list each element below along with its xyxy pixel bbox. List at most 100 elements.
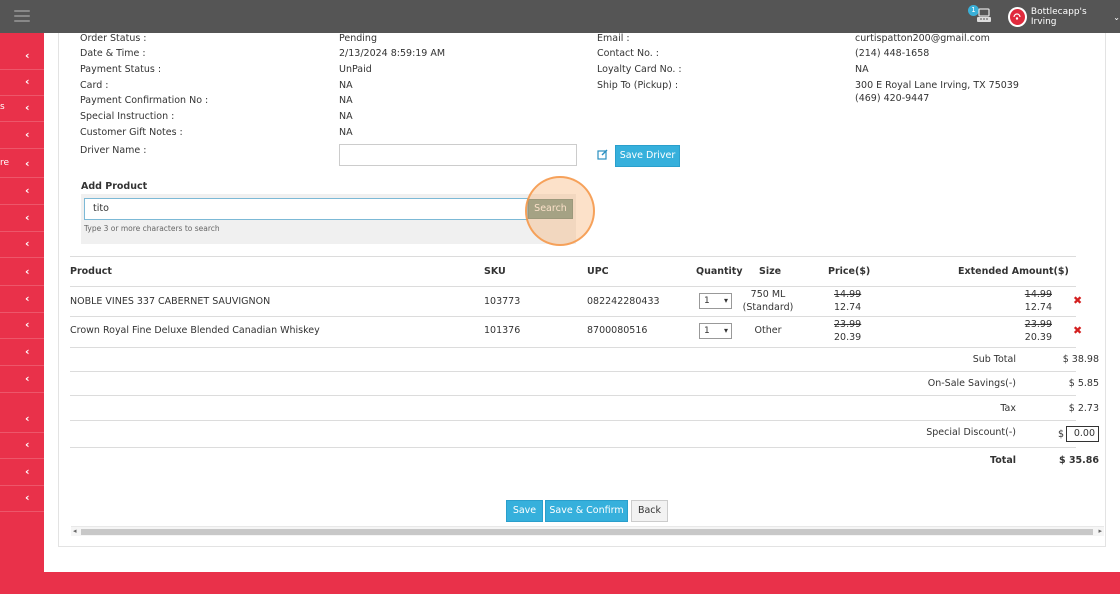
payment-confirmation-label: Payment Confirmation No : [80,95,209,106]
summary-divider [70,371,1076,372]
row1-upc: 082242280433 [587,296,660,307]
row2-upc: 8700080516 [587,325,648,336]
chevron-left-icon: ‹ [25,318,30,331]
chevron-left-icon: ‹ [25,438,30,451]
date-time-label: Date & Time : [80,48,146,59]
edit-icon[interactable] [597,149,608,160]
card-value: NA [339,80,353,91]
product-search-input[interactable]: tito [84,198,528,220]
col-sku: SKU [484,266,506,277]
back-button[interactable]: Back [631,500,668,522]
col-upc: UPC [587,266,609,277]
row1-quantity-select[interactable]: 1 ▾ [699,293,732,309]
summary-divider [70,420,1076,421]
sidebar-item[interactable]: ‹ [0,340,44,366]
sidebar-item[interactable]: ‹ [0,70,44,96]
sidebar-item[interactable]: ‹ [0,44,44,70]
chevron-left-icon: ‹ [25,372,30,385]
menu-icon[interactable] [14,10,30,22]
save-driver-button[interactable]: Save Driver [615,145,680,167]
sidebar-item[interactable]: ‹ [0,486,44,512]
pos-terminal-icon [977,8,991,22]
sidebar-item[interactable]: ‹ [0,313,44,339]
ship-to-address: 300 E Royal Lane Irving, TX 75039 [855,80,1019,91]
sidebar-item[interactable]: re ‹ [0,152,44,178]
chevron-left-icon: ‹ [25,49,30,62]
row1-product: NOBLE VINES 337 CABERNET SAUVIGNON [70,296,271,307]
sidebar-item[interactable]: s ‹ [0,96,44,122]
order-panel [58,33,1106,547]
col-size: Size [759,266,782,277]
col-product: Product [70,266,112,277]
scrollbar-thumb[interactable] [81,529,1093,535]
payment-status-label: Payment Status : [80,64,162,75]
email-value: curtispatton200@gmail.com [855,33,990,44]
card-label: Card : [80,80,109,91]
scroll-left-icon[interactable]: ◂ [73,527,77,535]
chevron-left-icon: ‹ [25,237,30,250]
sidebar-item[interactable]: ‹ [0,433,44,459]
contact-label: Contact No. : [597,48,659,59]
store-logo-icon [1008,7,1027,27]
savings-value: $ 5.85 [1068,378,1099,389]
col-quantity: Quantity [696,266,743,277]
row1-price: 12.74 [834,302,862,313]
row2-size: Other [754,325,782,336]
main-content: Order Status : Pending Date & Time : 2/1… [44,33,1120,572]
payment-status-value: UnPaid [339,64,372,75]
col-extended: Extended Amount($) [958,266,1069,277]
summary-divider [70,395,1076,396]
chevron-left-icon: ‹ [25,491,30,504]
store-name: Bottlecapp's Irving [1030,7,1087,27]
click-highlight [525,176,595,246]
save-button[interactable]: Save [506,500,543,522]
payment-confirmation-value: NA [339,95,353,106]
order-status-label: Order Status : [80,33,147,44]
sidebar-item[interactable]: ‹ [0,367,44,393]
row1-size-sub: (Standard) [742,302,794,313]
chevron-down-icon: ⌄ [1113,12,1120,22]
add-product-title: Add Product [81,181,148,192]
header-divider [70,286,1076,287]
sidebar-item[interactable]: ‹ [0,206,44,232]
top-bar: 1 Bottlecapp's Irving ⌄ [0,0,1120,33]
summary-divider [70,447,1076,448]
delete-icon[interactable]: ✖ [1073,294,1083,307]
save-confirm-button[interactable]: Save & Confirm [545,500,628,522]
chevron-left-icon: ‹ [25,75,30,88]
notification-badge: 1 [968,5,979,16]
delete-icon[interactable]: ✖ [1073,324,1083,337]
sidebar-item[interactable]: ‹ [0,407,44,433]
chevron-left-icon: ‹ [25,345,30,358]
sidebar-item[interactable]: ‹ [0,460,44,486]
tax-label: Tax [1000,403,1016,414]
chevron-down-icon: ▾ [723,296,728,305]
row2-quantity-select[interactable]: 1 ▾ [699,323,732,339]
row1-old-ext: 14.99 [1024,289,1052,300]
sidebar-item[interactable]: ‹ [0,123,44,149]
discount-label: Special Discount(-) [926,427,1016,438]
sidebar-item[interactable]: ‹ [0,179,44,205]
driver-name-input[interactable] [339,144,577,166]
sidebar-item[interactable]: ‹ [0,232,44,258]
row2-old-ext: 23.99 [1024,319,1052,330]
chevron-left-icon: ‹ [25,412,30,425]
col-price: Price($) [828,266,871,277]
store-menu[interactable]: Bottlecapp's Irving ⌄ [1008,7,1120,27]
gift-notes-value: NA [339,127,353,138]
contact-value: (214) 448-1658 [855,48,930,59]
table-top-border [70,256,1076,257]
sidebar-item[interactable]: ‹ [0,287,44,313]
notifications-button[interactable]: 1 [968,5,994,27]
special-instruction-value: NA [339,111,353,122]
chevron-left-icon: ‹ [25,101,30,114]
scroll-right-icon[interactable]: ▸ [1098,527,1102,535]
row1-sku: 103773 [484,296,521,307]
row2-price: 20.39 [834,332,862,343]
special-discount-input[interactable]: 0.00 [1066,426,1099,442]
search-hint: Type 3 or more characters to search [84,224,220,233]
total-value: $ 35.86 [1059,455,1099,466]
sidebar-item[interactable]: ‹ [0,260,44,286]
row-divider [70,347,1076,348]
horizontal-scrollbar[interactable]: ◂ ▸ [71,526,1104,536]
